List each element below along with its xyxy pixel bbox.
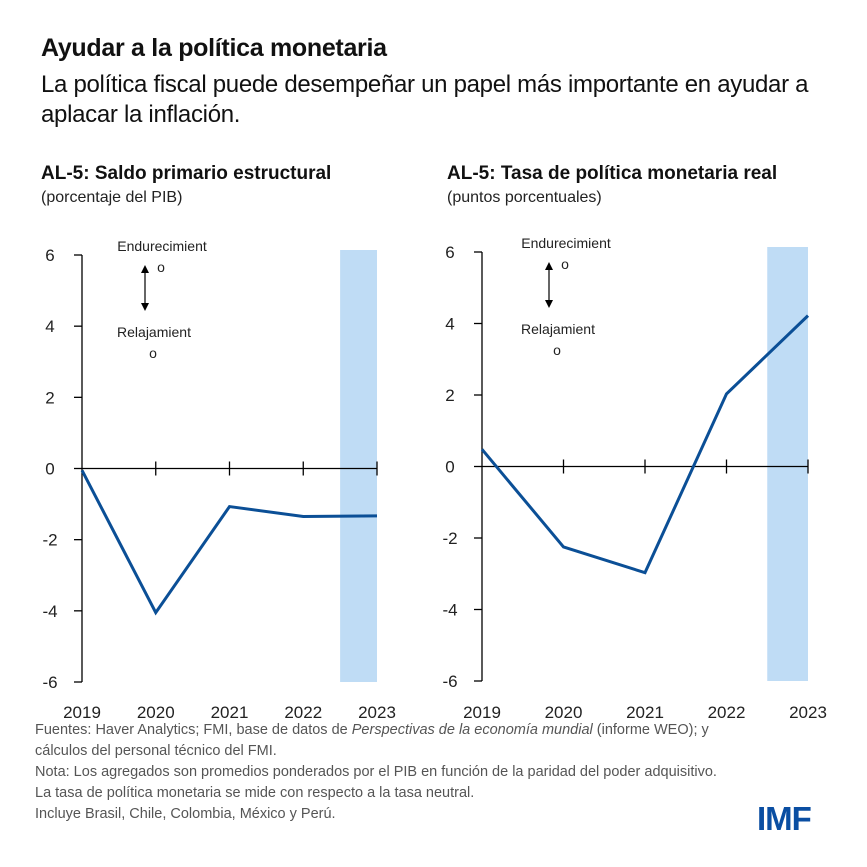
- x-tick-label: 2019: [463, 703, 501, 722]
- annotation-tightening-wrap: o: [561, 256, 569, 272]
- arrow-down-icon: [545, 300, 553, 308]
- page-subtitle: La política fiscal puede desempeñar un p…: [41, 71, 809, 128]
- projection-band: [767, 247, 808, 681]
- annotation-tightening: Endurecimient: [521, 235, 611, 251]
- y-tick-label: -2: [442, 529, 457, 548]
- annotation-easing-wrap: o: [149, 345, 157, 361]
- x-tick-label: 2021: [211, 703, 249, 722]
- x-tick-label: 2019: [63, 703, 101, 722]
- x-tick-label: 2020: [137, 703, 175, 722]
- arrow-up-icon: [141, 265, 149, 273]
- countries-note: Incluye Brasil, Chile, Colombia, México …: [35, 806, 336, 822]
- chart-saldo-primario: 6 4 2 0 -2 -4 -6 2019 2020 2021 2022 2023 Endurecimi…: [42, 238, 395, 722]
- y-tick-label: -4: [442, 601, 457, 620]
- chart-1-title: AL-5: Saldo primario estructural: [41, 163, 332, 184]
- y-tick-label: -6: [42, 673, 57, 692]
- methodology-note: Nota: Los agregados son promedios ponder…: [35, 764, 717, 801]
- arrow-up-icon: [545, 262, 553, 270]
- x-tick-label: 2022: [708, 703, 746, 722]
- series-line: [80, 469, 378, 616]
- y-tick-label: -4: [42, 602, 57, 621]
- x-tick-label: 2023: [789, 703, 827, 722]
- chart-2-subtitle: (puntos porcentuales): [447, 189, 602, 206]
- y-tick-label: 2: [45, 388, 54, 407]
- y-tick-label: 6: [445, 243, 454, 262]
- y-tick-label: 6: [45, 246, 54, 265]
- annotation-easing-wrap: o: [553, 342, 561, 358]
- imf-logo: IMF: [757, 800, 812, 837]
- y-tick-label: 4: [445, 315, 454, 334]
- x-tick-label: 2020: [545, 703, 583, 722]
- chart-tasa-politica-monetaria: 6 4 2 0 -2 -4 -6 2019 2020 2021 2022 2023 Endurecimi…: [442, 235, 826, 722]
- x-tick-label: 2021: [626, 703, 664, 722]
- y-tick-label: 0: [445, 458, 454, 477]
- y-tick-label: 4: [45, 317, 54, 336]
- x-tick-label: 2023: [358, 703, 396, 722]
- annotation-tightening-wrap: o: [157, 259, 165, 275]
- y-tick-label: -2: [42, 531, 57, 550]
- sources-note: Fuentes: Haver Analytics; FMI, base de d…: [35, 720, 735, 762]
- series-line: [480, 314, 810, 575]
- y-tick-label: -6: [442, 672, 457, 691]
- annotation-easing: Relajamient: [521, 321, 595, 337]
- projection-band: [340, 250, 377, 682]
- arrow-down-icon: [141, 303, 149, 311]
- annotation-tightening: Endurecimient: [117, 238, 207, 254]
- page-title: Ayudar a la política monetaria: [41, 34, 387, 62]
- x-tick-label: 2022: [284, 703, 322, 722]
- y-tick-label: 2: [445, 386, 454, 405]
- footnotes: Fuentes: Haver Analytics; FMI, base de d…: [35, 720, 735, 825]
- chart-1-subtitle: (porcentaje del PIB): [41, 189, 183, 206]
- sources-publication: Perspectivas de la economía mundial: [351, 722, 593, 738]
- sources-prefix: Fuentes: Haver Analytics; FMI, base de d…: [35, 722, 352, 738]
- annotation-easing: Relajamient: [117, 324, 191, 340]
- chart-2-title: AL-5: Tasa de política monetaria real: [447, 163, 778, 184]
- sources-suffix: (informe WEO); y cálculos del personal t…: [35, 722, 709, 759]
- y-tick-label: 0: [45, 460, 54, 479]
